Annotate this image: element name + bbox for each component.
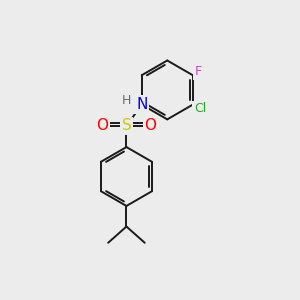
Text: F: F (195, 65, 202, 79)
Text: O: O (145, 118, 157, 134)
Text: S: S (122, 118, 131, 134)
Text: O: O (96, 118, 108, 134)
Text: H: H (122, 94, 131, 107)
Text: N: N (136, 97, 147, 112)
Text: Cl: Cl (194, 102, 206, 115)
